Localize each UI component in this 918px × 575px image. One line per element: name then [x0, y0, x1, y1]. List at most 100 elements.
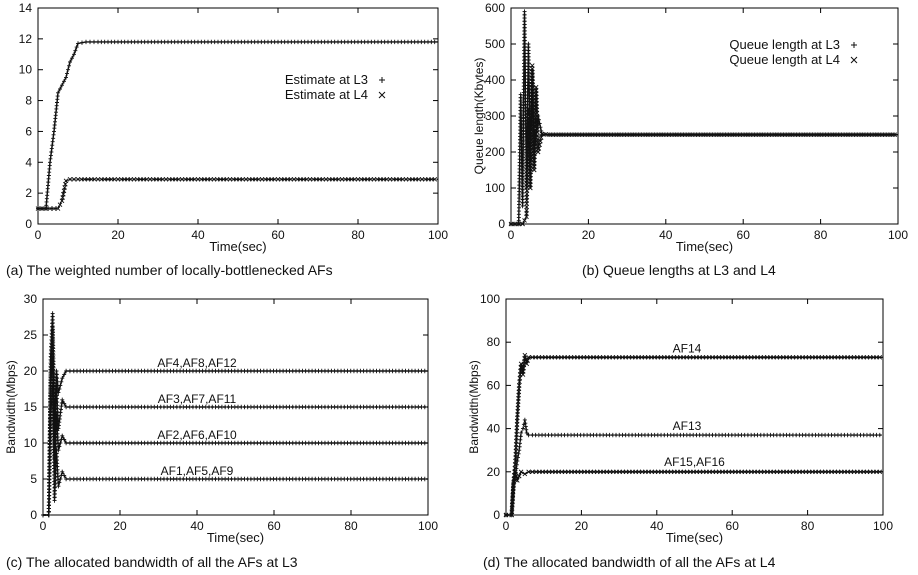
data-point — [516, 473, 522, 479]
data-point — [537, 142, 542, 148]
data-point — [299, 39, 304, 45]
y-tick-label: 14 — [19, 1, 33, 15]
data-point — [149, 39, 154, 45]
data-point — [43, 206, 49, 211]
data-point — [84, 39, 88, 45]
data-point — [60, 433, 65, 438]
y-tick-label: 10 — [19, 63, 33, 77]
y-tick-label: 0 — [25, 217, 32, 231]
data-point — [522, 218, 527, 223]
data-point — [56, 484, 61, 489]
caption-d: (d) The allocated bandwidth of all the A… — [483, 554, 776, 570]
data-point — [62, 79, 66, 84]
data-point — [329, 39, 334, 45]
series-line — [38, 178, 438, 210]
data-point — [522, 417, 527, 423]
data-point — [62, 372, 67, 377]
series-label: AF14 — [673, 341, 702, 355]
data-point — [389, 39, 394, 45]
x-axis-label: Time(sec) — [207, 530, 264, 545]
x-axis-label: Time(sec) — [209, 239, 266, 254]
data-point — [58, 86, 62, 92]
caption-a: (a) The weighted number of locally-bottl… — [6, 262, 333, 278]
x-tick-label: 20 — [575, 519, 589, 533]
data-point — [159, 39, 164, 45]
data-point — [58, 476, 63, 482]
data-point — [47, 206, 53, 211]
x-tick-label: 0 — [40, 519, 47, 533]
data-point — [538, 135, 544, 140]
data-point — [513, 469, 518, 475]
data-point — [522, 471, 528, 477]
data-point — [60, 195, 65, 200]
data-point — [419, 39, 424, 45]
data-point — [129, 39, 134, 45]
data-point — [82, 176, 87, 182]
data-point — [219, 39, 224, 45]
data-point — [279, 39, 284, 45]
data-point — [520, 221, 525, 227]
series-line — [511, 65, 898, 225]
data-point — [526, 355, 531, 360]
y-tick-label: 12 — [19, 32, 33, 46]
y-tick-label: 4 — [25, 155, 32, 169]
y-tick-label: 200 — [485, 145, 505, 159]
data-point — [189, 39, 194, 45]
y-tick-label: 300 — [485, 109, 505, 123]
data-point — [57, 480, 62, 485]
x-tick-label: 80 — [801, 519, 815, 533]
data-point — [422, 368, 427, 374]
data-point — [99, 176, 104, 182]
x-tick-label: 20 — [582, 228, 596, 242]
y-axis-label: Queue length(Kbytes) — [472, 58, 486, 175]
data-point — [112, 176, 117, 182]
chart-b: 0 20 40 60 80 100 0 100 200 300 400 500 600 Time(sec)… — [472, 1, 908, 254]
y-tick-label: 15 — [24, 400, 38, 414]
data-point — [57, 444, 62, 449]
legend-marker — [379, 77, 385, 83]
y-axis-label: Bandwidth(Mbps) — [4, 360, 18, 453]
data-point — [432, 39, 437, 45]
data-point — [74, 44, 79, 50]
data-point — [379, 39, 384, 45]
plot-frame — [505, 298, 884, 516]
x-tick-label: 20 — [113, 519, 127, 533]
data-point — [60, 376, 65, 381]
y-tick-label: 10 — [24, 436, 38, 450]
data-point — [63, 178, 69, 184]
data-point — [63, 181, 68, 187]
series-label: AF15,AF16 — [664, 455, 725, 469]
data-point — [519, 430, 524, 436]
data-point — [349, 39, 354, 45]
y-tick-label: 400 — [485, 73, 505, 87]
data-point — [422, 476, 427, 482]
x-tick-label: 100 — [873, 519, 893, 533]
data-point — [67, 440, 72, 446]
data-point — [60, 82, 64, 88]
data-point — [523, 421, 528, 426]
chart-a: 0 20 40 60 80 100 0 2 4 6 8 10 12 14 Time(sec) Estimate… — [19, 1, 449, 254]
y-tick-label: 25 — [24, 328, 38, 342]
x-tick-label: 80 — [351, 228, 365, 242]
data-point — [169, 39, 174, 45]
data-point — [119, 39, 124, 45]
data-point — [538, 138, 543, 144]
caption-b: (b) Queue lengths at L3 and L4 — [582, 262, 776, 278]
data-point — [60, 469, 65, 474]
data-point — [61, 191, 66, 197]
x-tick-label: 60 — [271, 228, 285, 242]
data-point — [359, 39, 364, 45]
data-point — [92, 39, 96, 45]
data-point — [109, 176, 114, 182]
data-point — [57, 202, 63, 208]
x-tick-label: 0 — [508, 228, 515, 242]
x-tick-label: 60 — [737, 228, 751, 242]
plot-frame — [37, 7, 439, 225]
data-point — [35, 206, 41, 211]
data-point — [319, 39, 324, 45]
legend-label: Estimate at L4 — [285, 87, 368, 102]
y-tick-label: 0 — [30, 508, 37, 522]
data-point — [39, 206, 45, 211]
data-point — [524, 427, 529, 432]
